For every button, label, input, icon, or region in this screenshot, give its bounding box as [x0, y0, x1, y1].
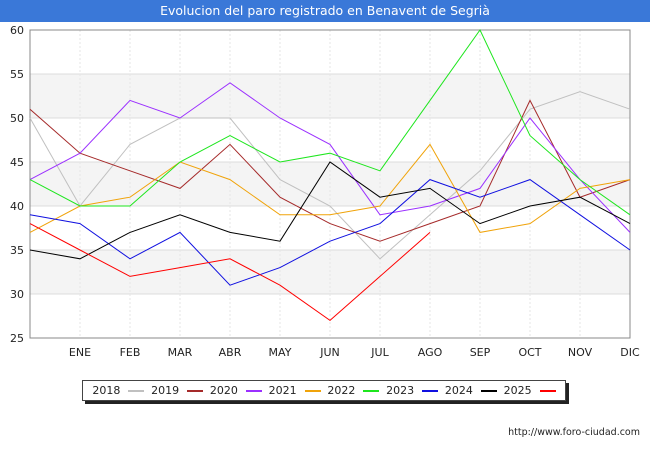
series-line-2021 [29, 143, 631, 233]
legend-swatch [480, 389, 497, 392]
x-tick-label: FEB [120, 346, 141, 359]
legend-item-2023: 2023 [386, 384, 439, 397]
x-tick-label: AGO [418, 346, 443, 359]
legend-swatch [363, 389, 380, 392]
legend-item-2022: 2022 [327, 384, 380, 397]
x-tick-label: NOV [568, 346, 593, 359]
source-url: http://www.foro-ciudad.com [508, 427, 640, 438]
y-tick-label: 35 [10, 244, 24, 257]
x-tick-label: DIC [620, 346, 640, 359]
legend-label: 2023 [386, 384, 415, 397]
legend-label: 2018 [92, 384, 121, 397]
y-tick-label: 60 [10, 24, 24, 37]
series-line-2019 [29, 99, 631, 242]
legend-item-2024: 2024 [445, 384, 497, 397]
legend-label: 2025 [503, 384, 532, 397]
x-tick-label: ENE [69, 346, 91, 359]
series-line-2024 [29, 161, 631, 260]
x-tick-label: MAY [269, 346, 292, 359]
x-tick-label: JUL [370, 346, 389, 359]
legend-swatch [245, 389, 262, 392]
legend-swatch [422, 389, 439, 392]
legend-label: 2024 [444, 384, 473, 397]
chart-legend: 2018 2019 2020 2021 2022 2023 2024 2025 [82, 380, 566, 401]
y-tick-label: 30 [10, 288, 24, 301]
y-tick-label: 50 [10, 112, 24, 125]
y-tick-label: 25 [10, 332, 24, 345]
legend-label: 2022 [327, 384, 356, 397]
legend-swatch [539, 389, 556, 392]
legend-label: 2019 [151, 384, 180, 397]
legend-swatch [128, 389, 145, 392]
series-line-2020 [29, 82, 631, 233]
x-tick-label: ABR [219, 346, 242, 359]
legend-item-2021: 2021 [269, 384, 321, 397]
x-tick-label: MAR [168, 346, 193, 359]
series-line-2025 [29, 223, 431, 322]
plot-frame [29, 29, 631, 339]
legend-item-2020: 2020 [210, 384, 262, 397]
y-tick-label: 40 [10, 200, 24, 213]
series-line-2023 [29, 179, 631, 286]
legend-label: 2021 [268, 384, 297, 397]
legend-swatch [187, 389, 204, 392]
legend-label: 2020 [209, 384, 238, 397]
legend-item-2019: 2019 [151, 384, 204, 397]
x-tick-label: SEP [470, 346, 491, 359]
y-tick-label: 45 [10, 156, 24, 169]
x-tick-label: OCT [518, 346, 541, 359]
x-tick-label: JUN [319, 346, 340, 359]
legend-swatch [304, 389, 321, 392]
legend-item-2018: 2018 [92, 384, 145, 397]
chart-title: Evolucion del paro registrado en Benaven… [0, 0, 650, 22]
y-tick-label: 55 [10, 68, 24, 81]
series-line-2022 [29, 29, 631, 216]
series-line-2018 [29, 91, 631, 260]
legend-item-2025: 2025 [504, 384, 556, 397]
